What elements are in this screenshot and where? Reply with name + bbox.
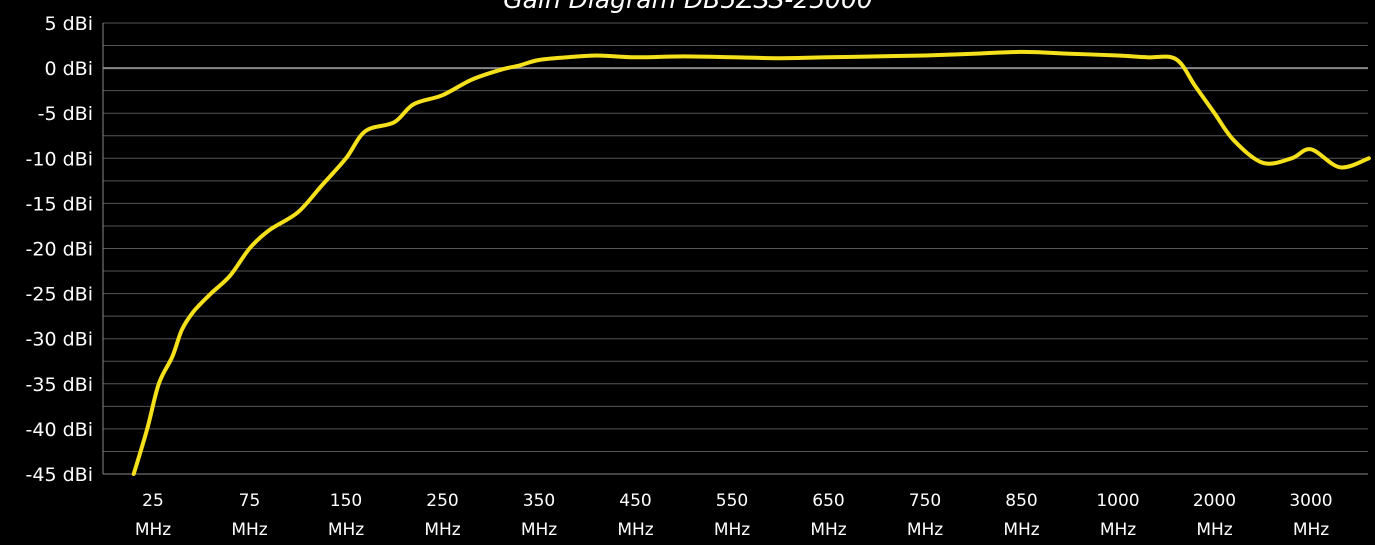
x-tick-unit-label: MHz bbox=[424, 520, 460, 540]
chart-axes bbox=[102, 23, 1368, 475]
y-tick-label: -10 dBi bbox=[26, 148, 93, 170]
x-tick-label: 650 bbox=[812, 491, 844, 511]
x-tick-unit-label: MHz bbox=[1293, 520, 1329, 540]
y-axis-tick-labels: 5 dBi 0 dBi -5 dBi -10 dBi -15 dBi -20 dBi -25… bbox=[26, 13, 93, 486]
x-tick-label: 2000 bbox=[1193, 491, 1236, 511]
x-axis-tick-labels: 25 MHz 75 MHz 150 MHz 250 MHz 350 MHz 450 MHz 550 MHz… bbox=[135, 491, 1333, 540]
x-tick-label: 350 bbox=[523, 491, 555, 511]
y-tick-label: -5 dBi bbox=[38, 103, 93, 125]
x-tick-unit-label: MHz bbox=[521, 520, 557, 540]
y-tick-label: 0 dBi bbox=[44, 58, 93, 80]
y-tick-label: -25 dBi bbox=[26, 284, 93, 306]
x-tick-unit-label: MHz bbox=[231, 520, 267, 540]
x-tick-unit-label: MHz bbox=[1196, 520, 1232, 540]
x-tick-label: 150 bbox=[330, 491, 362, 511]
x-tick-label: 3000 bbox=[1289, 491, 1332, 511]
x-tick-label: 550 bbox=[716, 491, 748, 511]
x-tick-label: 75 bbox=[239, 491, 261, 511]
x-tick-label: 25 bbox=[142, 491, 164, 511]
gain-series-line bbox=[131, 49, 1371, 476]
y-tick-label: -30 dBi bbox=[26, 329, 93, 351]
chart-gridlines bbox=[103, 22, 1368, 475]
x-tick-unit-label: MHz bbox=[617, 520, 653, 540]
chart-series bbox=[131, 49, 1371, 476]
x-tick-label: 850 bbox=[1005, 491, 1037, 511]
x-tick-unit-label: MHz bbox=[714, 520, 750, 540]
y-tick-label: -20 dBi bbox=[26, 239, 93, 261]
x-tick-unit-label: MHz bbox=[1100, 520, 1136, 540]
y-tick-label: -40 dBi bbox=[26, 419, 93, 441]
x-tick-unit-label: MHz bbox=[907, 520, 943, 540]
y-tick-label: -35 dBi bbox=[26, 374, 93, 396]
y-tick-label: 5 dBi bbox=[44, 13, 93, 35]
x-tick-label: 750 bbox=[909, 491, 941, 511]
y-tick-label: -45 dBi bbox=[26, 464, 93, 486]
chart-title: Gain Diagram DB5ZSS-25000 bbox=[503, 0, 873, 14]
x-tick-label: 250 bbox=[426, 491, 458, 511]
x-tick-unit-label: MHz bbox=[328, 520, 364, 540]
x-tick-label: 450 bbox=[619, 491, 651, 511]
x-tick-unit-label: MHz bbox=[1003, 520, 1039, 540]
x-tick-label: 1000 bbox=[1096, 491, 1139, 511]
y-tick-label: -15 dBi bbox=[26, 193, 93, 215]
x-tick-unit-label: MHz bbox=[810, 520, 846, 540]
x-tick-unit-label: MHz bbox=[135, 520, 171, 540]
